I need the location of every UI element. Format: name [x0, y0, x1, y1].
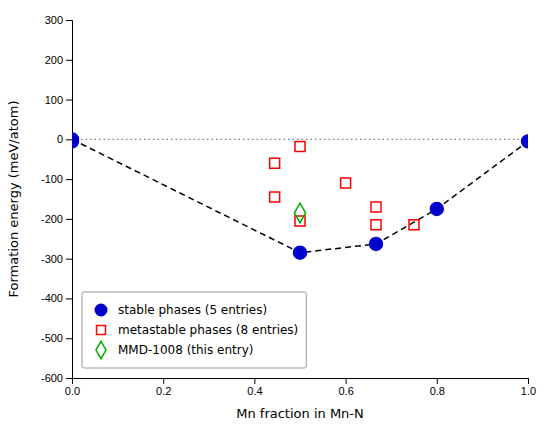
y-axis-title: Formation energy (meV/atom): [6, 101, 21, 298]
x-tick: 0.0: [65, 378, 80, 397]
x-tick-mark: [528, 378, 529, 384]
y-tick-mark: [66, 139, 72, 140]
y-tick: 0: [57, 133, 72, 145]
y-tick-mark: [66, 259, 72, 260]
x-tick: 0.4: [247, 378, 262, 397]
y-tick: -300: [41, 253, 72, 265]
x-tick-mark: [163, 378, 164, 384]
y-tick: 200: [45, 54, 72, 66]
y-tick-mark: [66, 179, 72, 180]
y-tick: -400: [41, 292, 72, 304]
y-tick-label: 300: [45, 14, 63, 26]
x-tick-label: 0.2: [156, 385, 171, 397]
y-tick-mark: [66, 60, 72, 61]
legend-label: stable phases (5 entries): [118, 303, 267, 317]
point: [294, 246, 307, 259]
y-tick-mark: [66, 100, 72, 101]
x-tick-label: 0.0: [65, 385, 80, 397]
y-tick-mark: [66, 219, 72, 220]
legend-symbol: [95, 304, 107, 316]
y-tick-label: -100: [41, 173, 63, 185]
y-tick: 300: [45, 14, 72, 26]
y-tick-label: -500: [41, 332, 63, 344]
point: [341, 178, 351, 188]
y-tick-label: -300: [41, 253, 63, 265]
point: [295, 141, 305, 151]
y-axis-line: [66, 21, 73, 379]
y-tick-label: 100: [45, 94, 63, 106]
y-tick-mark: [66, 298, 72, 299]
legend-label: MMD-1008 (this entry): [118, 343, 253, 357]
y-tick: -100: [41, 173, 72, 185]
y-tick: -500: [41, 332, 72, 344]
y-tick: 100: [45, 94, 72, 106]
marks: [72, 133, 528, 259]
y-tick-label: -400: [41, 292, 63, 304]
y-tick-label: -600: [41, 372, 63, 384]
legend-symbol: [97, 326, 106, 335]
y-tick-mark: [66, 378, 72, 379]
point: [72, 135, 78, 148]
y-tick-label: 200: [45, 54, 63, 66]
x-tick-mark: [437, 378, 438, 384]
point: [430, 203, 443, 216]
x-axis: 0.0 0.2 0.4 0.6 0.8 1.0: [65, 378, 536, 397]
x-tick: 0.6: [338, 378, 353, 397]
legend-label: metastable phases (8 entries): [118, 323, 298, 337]
plot-area: 0.0 0.2 0.4 0.6 0.8 1.0 -600 -500 -400 -300 -200 -1…: [41, 14, 536, 397]
legend-box: [82, 292, 306, 368]
x-axis-line: [73, 379, 529, 385]
y-tick-label: -200: [41, 213, 63, 225]
y-tick-mark: [66, 20, 72, 21]
point: [270, 192, 280, 202]
hull-line: [72, 139, 528, 252]
y-tick: -600: [41, 372, 72, 384]
point: [371, 202, 381, 212]
x-tick: 0.8: [430, 378, 445, 397]
x-tick-mark: [346, 378, 347, 384]
x-tick-label: 0.4: [247, 385, 262, 397]
y-axis: -600 -500 -400 -300 -200 -100 0 100 200 300: [41, 14, 73, 384]
legend-symbol: [96, 341, 106, 358]
x-tick-label: 1.0: [521, 385, 536, 397]
legend: stable phases (5 entries) metastable phas…: [82, 292, 306, 368]
reference-line: [72, 139, 528, 140]
point: [409, 220, 419, 230]
point: [270, 158, 280, 168]
x-axis-title: Mn fraction in Mn-N: [236, 406, 364, 421]
x-tick: 0.2: [156, 378, 171, 397]
x-tick-label: 0.6: [338, 385, 353, 397]
point: [294, 203, 305, 223]
x-tick-mark: [254, 378, 255, 384]
y-tick: -200: [41, 213, 72, 225]
x-tick: 1.0: [521, 378, 536, 397]
point: [522, 135, 528, 148]
point: [370, 238, 383, 251]
point: [371, 220, 381, 230]
y-tick-label: 0: [57, 133, 63, 145]
y-tick-mark: [66, 338, 72, 339]
x-tick-label: 0.8: [430, 385, 445, 397]
chart: 0.0 0.2 0.4 0.6 0.8 1.0 -600 -500 -400 -300 -200 -1…: [0, 0, 550, 430]
